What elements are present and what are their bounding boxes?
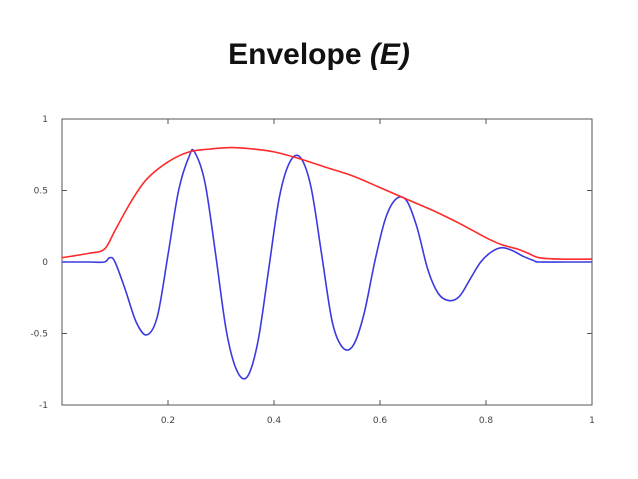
- y-tick-label: 0.5: [34, 187, 48, 197]
- y-tick-label: -1: [39, 401, 48, 411]
- y-tick-label: 0: [42, 258, 48, 268]
- y-tick-label: -0.5: [30, 330, 48, 340]
- chart-title-italic: (E): [369, 38, 410, 71]
- x-tick-label: 0.4: [267, 416, 282, 426]
- x-tick-label: 1: [589, 416, 595, 426]
- x-tick-label: 0.6: [373, 416, 388, 426]
- y-tick-label: 1: [42, 115, 48, 125]
- chart-title-main: Envelope: [228, 38, 362, 71]
- signal-line: [62, 148, 592, 380]
- envelope-line: [61, 146, 593, 261]
- x-tick-label: 0.2: [161, 416, 175, 426]
- x-tick-label: 0.8: [479, 416, 494, 426]
- chart-title: Envelope (E): [0, 38, 638, 72]
- plot-frame: [61, 118, 593, 406]
